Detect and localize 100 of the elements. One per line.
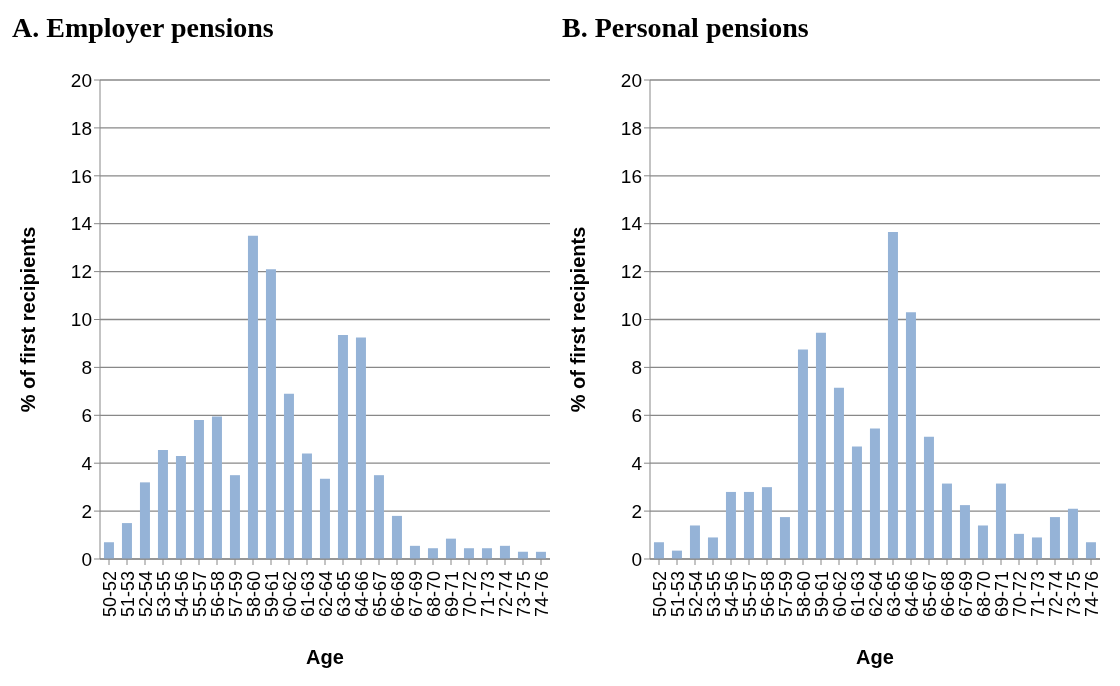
bar [923,436,934,559]
bar [761,487,772,559]
chart-title: A. Employer pensions [12,12,275,45]
y-tick-label: 0 [631,548,642,570]
x-tick-label: 53-55 [153,571,174,618]
x-tick-label: 56-58 [757,571,778,618]
x-tick-label: 58-60 [793,571,814,618]
x-tick-label: 58-60 [243,571,264,618]
bar [707,537,718,559]
x-tick-label: 70-72 [459,571,480,618]
y-tick-label: 8 [631,357,642,379]
x-tick-label: 63-65 [883,571,904,618]
x-tick-label: 53-55 [703,571,724,618]
x-tick-label: 70-72 [1009,571,1030,618]
x-tick-label: 57-59 [775,571,796,618]
bar [833,387,844,559]
x-tick-label: 63-65 [333,571,354,618]
chart-title: B. Personal pensions [562,12,810,45]
bar [427,548,438,559]
y-tick-label: 20 [70,69,92,91]
x-tick-label: 74-76 [531,571,552,618]
bar [157,450,168,559]
x-tick-label: 52-54 [135,571,156,618]
bar [103,542,114,559]
bar [689,525,700,559]
x-tick-label: 57-59 [225,571,246,618]
y-tick-label: 14 [620,213,643,235]
x-tick-label: 52-54 [685,571,706,618]
y-tick-label: 0 [81,548,92,570]
bar [1031,537,1042,559]
bar [977,525,988,559]
y-tick-label: 2 [631,500,642,522]
bar [265,269,276,559]
x-tick-label: 66-68 [387,571,408,618]
bar [725,491,736,559]
bar [463,548,474,559]
y-tick-label: 2 [81,500,92,522]
x-tick-label: 51-53 [667,571,688,618]
x-tick-label: 71-73 [1027,571,1048,618]
y-axis-title: % of first recipients [17,226,40,413]
bar [229,475,240,559]
bar [355,337,366,559]
x-tick-label: 72-74 [495,571,516,618]
bar [499,545,510,559]
x-tick-label: 62-64 [315,571,336,618]
x-tick-label: 60-62 [279,571,300,618]
bar [409,545,420,559]
x-tick-label: 69-71 [991,571,1012,618]
y-tick-label: 18 [70,117,92,139]
y-tick-label: 12 [70,261,92,283]
x-tick-label: 62-64 [865,571,886,618]
x-tick-label: 68-70 [973,571,994,618]
bar [905,312,916,559]
x-tick-label: 50-52 [649,571,670,618]
bar [887,232,898,559]
y-tick-label: 4 [81,452,93,474]
bar [175,456,186,559]
bar [959,505,970,559]
bar [247,235,258,559]
x-axis-title: Age [856,646,894,668]
x-tick-label: 67-69 [955,571,976,618]
x-tick-label: 69-71 [441,571,462,618]
x-tick-label: 64-66 [901,571,922,618]
bar [1013,533,1024,559]
bar [211,416,222,559]
x-tick-label: 68-70 [423,571,444,618]
bar [815,332,826,559]
y-tick-label: 14 [70,213,93,235]
x-tick-label: 59-61 [261,571,282,618]
bar [121,523,132,559]
y-tick-label: 4 [631,452,643,474]
y-axis-title: % of first recipients [567,226,590,413]
y-tick-label: 8 [81,357,92,379]
bar [391,515,402,559]
y-tick-label: 6 [81,405,92,427]
x-tick-label: 73-75 [1063,571,1084,618]
bar [373,475,384,559]
x-axis-title: Age [306,646,344,668]
x-tick-label: 72-74 [1045,571,1066,618]
y-tick-label: 18 [620,117,642,139]
bar [445,538,456,559]
y-tick-label: 16 [620,165,642,187]
bar [481,548,492,559]
x-tick-label: 59-61 [811,571,832,618]
x-tick-label: 54-56 [721,571,742,618]
bar [995,483,1006,559]
bar [193,420,204,559]
y-tick-label: 20 [620,69,642,91]
bar [1085,542,1096,559]
x-tick-label: 56-58 [207,571,228,618]
y-tick-label: 16 [70,165,92,187]
bar [653,542,664,559]
x-tick-label: 74-76 [1081,571,1102,618]
bar [319,478,330,559]
x-tick-label: 66-68 [937,571,958,618]
y-tick-label: 10 [70,309,92,331]
x-tick-label: 61-63 [847,571,868,618]
bar [301,453,312,559]
y-tick-label: 6 [631,405,642,427]
bar [743,491,754,559]
